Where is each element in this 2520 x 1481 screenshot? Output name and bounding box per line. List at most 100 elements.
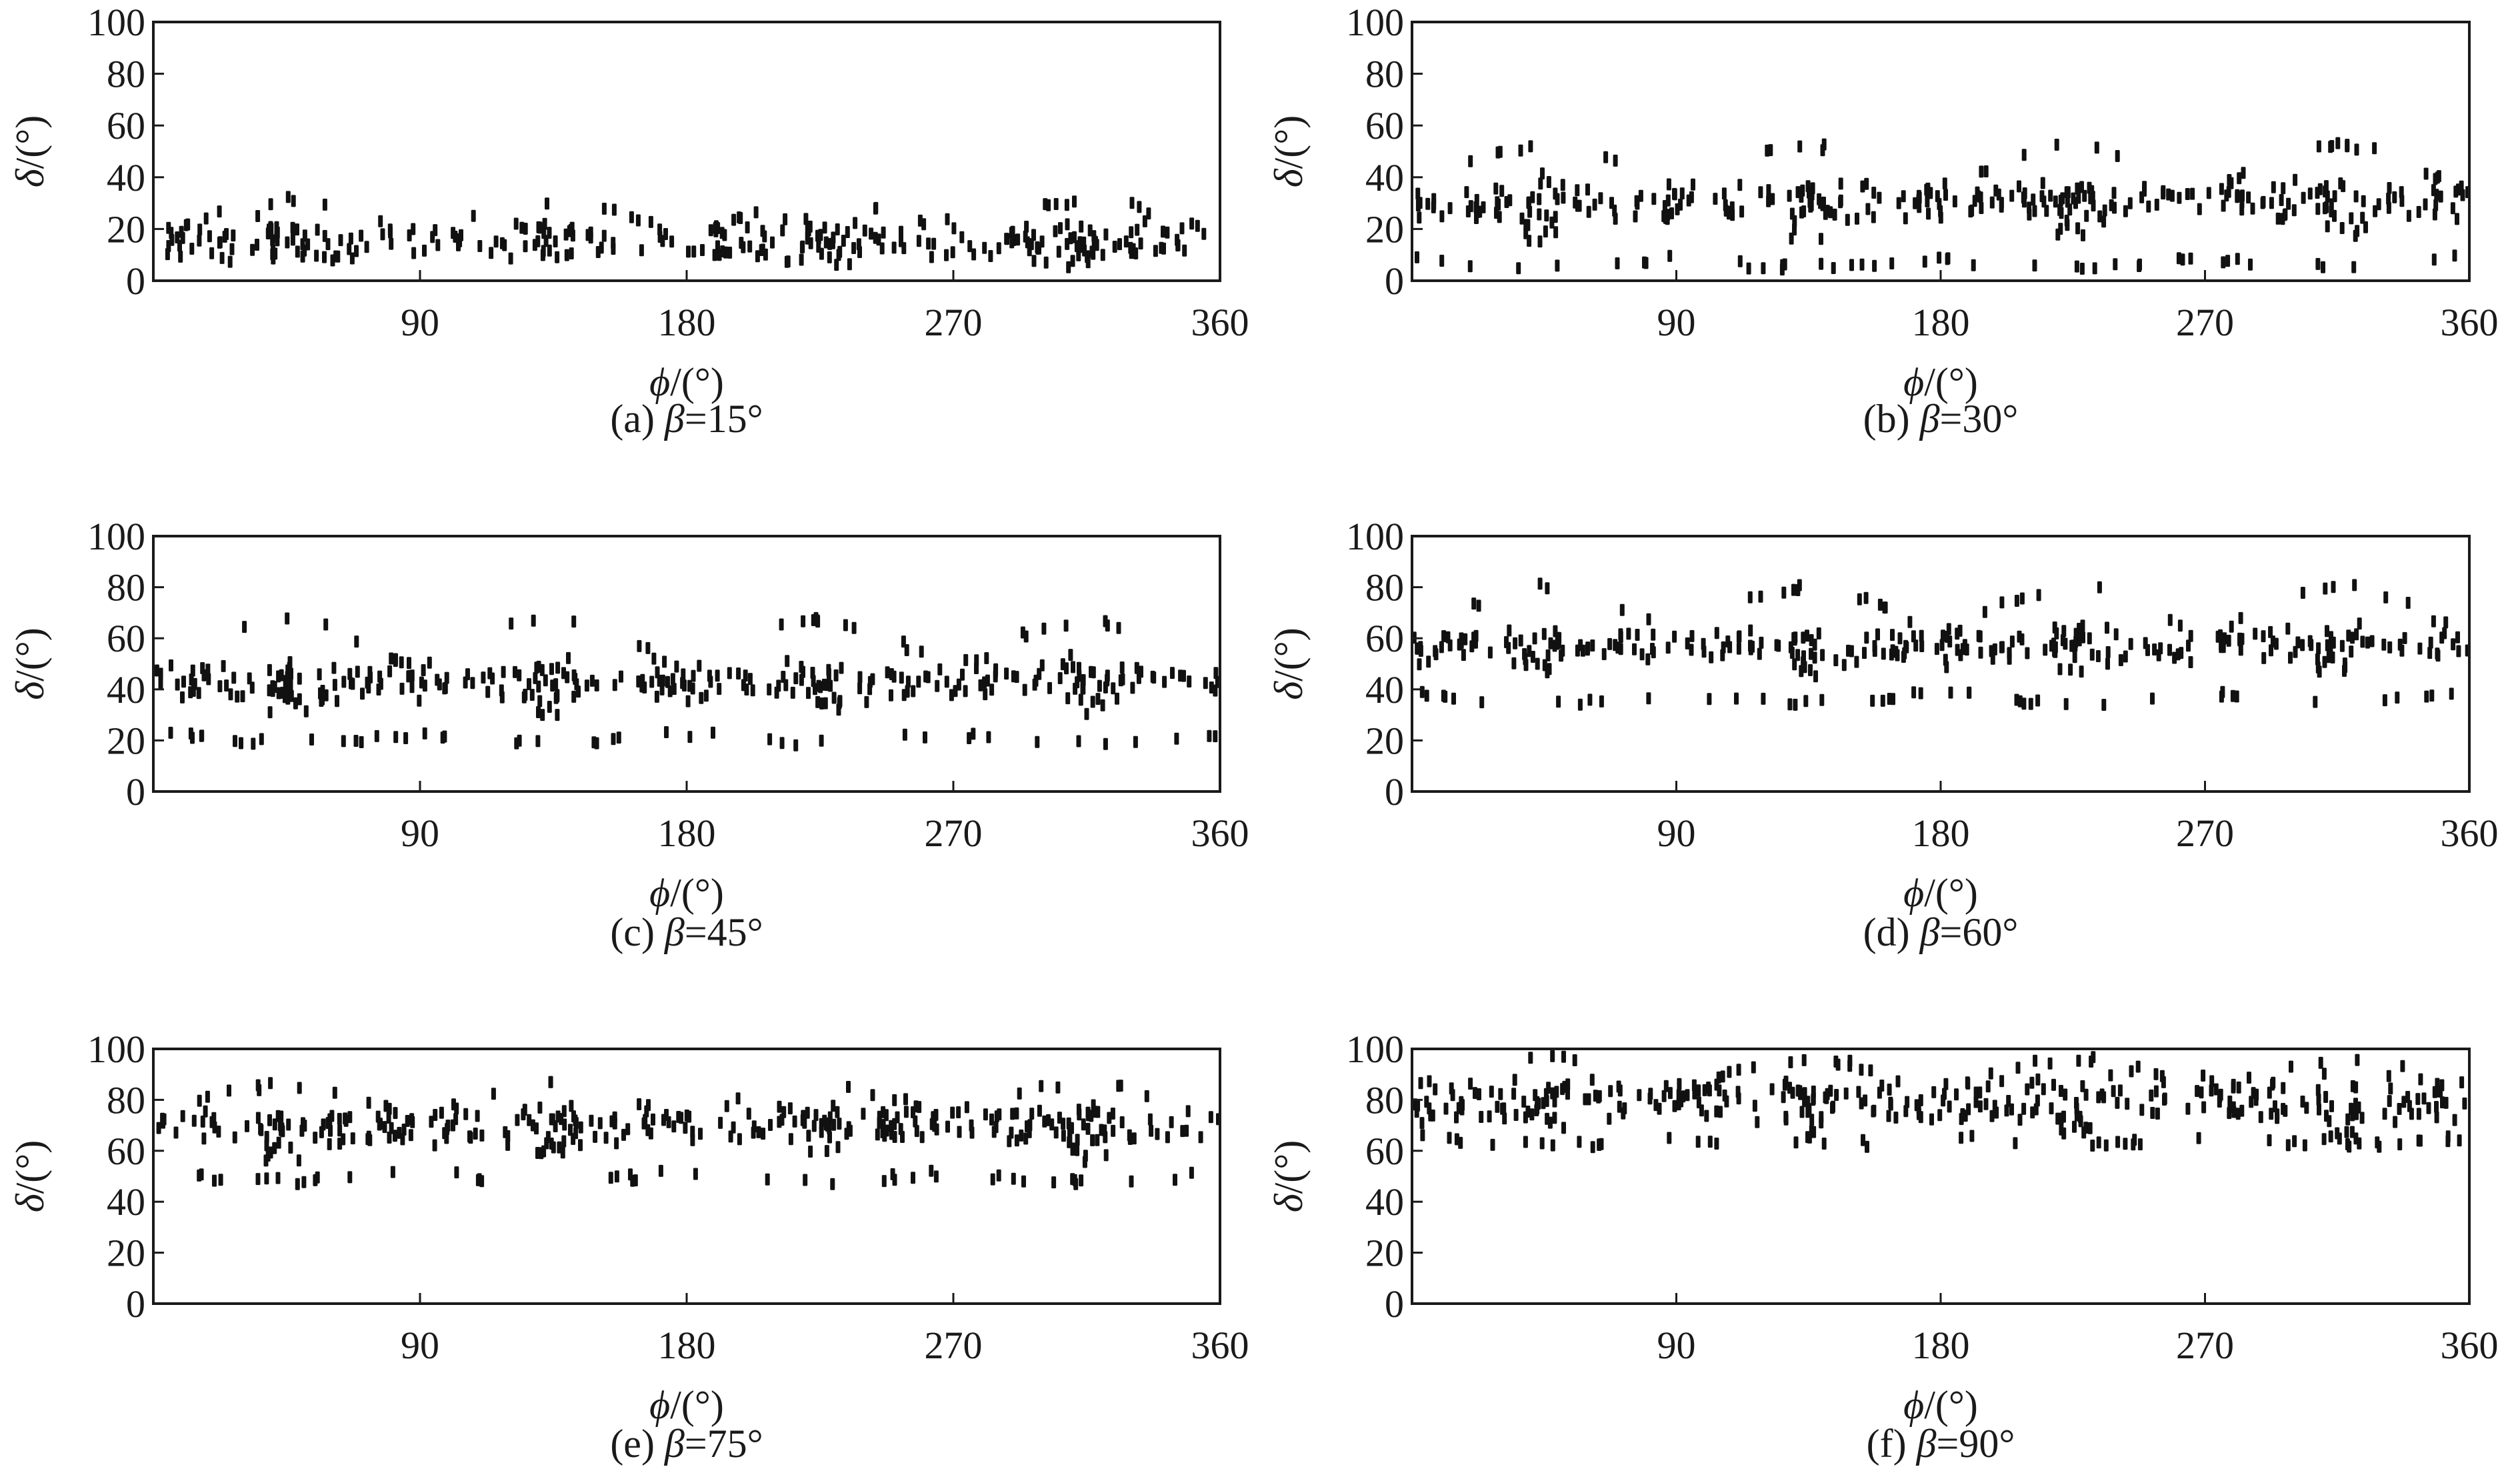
point-d-357 [2339, 639, 2345, 652]
point-f-289 [1751, 1061, 1756, 1074]
point-b-359 [2059, 207, 2064, 219]
point-b-18 [2235, 189, 2240, 201]
y-tick-label-a-0: 0 [126, 259, 145, 303]
point-c-358 [799, 661, 804, 673]
point-e-67 [945, 1120, 950, 1133]
point-e-380 [1103, 1131, 1108, 1144]
point-b-55 [2399, 195, 2405, 207]
y-axis-label-a: δ/(°) [8, 115, 52, 188]
point-f-236 [1456, 1102, 1461, 1114]
point-c-181 [774, 686, 779, 699]
point-f-357 [1561, 1122, 1566, 1134]
point-f-61 [1769, 1083, 1775, 1096]
y-axis-label-f: δ/(°) [1267, 1140, 1311, 1213]
point-b-217 [1651, 193, 1657, 205]
point-b-27 [1926, 207, 1931, 220]
point-a-299 [805, 232, 810, 245]
point-e-266 [1017, 1087, 1022, 1100]
point-e-97 [861, 1108, 866, 1120]
point-e-154 [180, 1110, 185, 1122]
point-c-313 [1207, 729, 1212, 742]
point-c-138 [949, 689, 954, 701]
point-b-38 [1770, 193, 1775, 205]
point-d-151 [2269, 644, 2273, 657]
point-a-1 [1058, 222, 1063, 235]
point-a-308 [1072, 231, 1077, 243]
point-b-202 [2250, 202, 2255, 215]
point-c-134 [1065, 692, 1071, 705]
point-d-93 [1507, 624, 1512, 637]
point-b-214 [2376, 198, 2381, 211]
plot-frame-b [1411, 21, 2471, 282]
point-e-215 [1165, 1131, 1170, 1144]
point-b-373 [2353, 229, 2358, 242]
point-d-313 [2449, 687, 2454, 700]
point-e-81 [1184, 1124, 1189, 1137]
point-d-68 [2293, 645, 2298, 658]
point-f-231 [2139, 1104, 2145, 1116]
point-b-24 [1447, 202, 1453, 215]
point-a-116 [380, 228, 385, 241]
point-f-303 [2397, 1138, 2403, 1151]
point-a-216 [712, 249, 717, 261]
point-f-213 [1992, 1100, 1997, 1112]
point-b-181 [1613, 213, 1618, 225]
point-c-206 [905, 685, 910, 697]
point-f-230 [2388, 1082, 2393, 1095]
point-b-230 [1577, 199, 1582, 212]
point-f-78 [2209, 1075, 2215, 1088]
point-d-26 [2285, 622, 2291, 635]
point-e-127 [473, 1128, 478, 1140]
point-e-10 [621, 1128, 626, 1141]
point-a-19 [359, 229, 364, 242]
point-f-144 [1954, 1088, 1959, 1101]
point-e-240 [903, 1093, 908, 1106]
point-c-125 [158, 667, 163, 680]
point-d-263 [2097, 581, 2102, 593]
point-b-133 [2197, 203, 2202, 215]
point-c-294 [687, 731, 693, 744]
point-a-209 [845, 226, 850, 238]
point-c-238 [741, 679, 746, 691]
point-d-361 [2326, 651, 2331, 663]
point-d-276 [2101, 699, 2107, 711]
point-e-210 [811, 1120, 817, 1132]
point-d-204 [2123, 650, 2128, 663]
point-b-102 [1474, 212, 1479, 224]
point-f-99 [2041, 1083, 2046, 1096]
point-b-20 [2386, 201, 2391, 214]
point-e-346 [557, 1141, 562, 1154]
point-b-31 [2293, 173, 2298, 186]
point-b-358 [2081, 229, 2085, 241]
point-e-309 [275, 1172, 281, 1184]
point-b-185 [1474, 193, 1479, 206]
point-d-124 [2118, 654, 2123, 666]
point-a-157 [217, 236, 222, 249]
point-b-131 [1666, 178, 1671, 191]
point-a-62 [691, 245, 697, 258]
point-e-129 [671, 1120, 677, 1133]
point-c-167 [750, 684, 755, 697]
point-f-223 [2283, 1104, 2288, 1117]
point-e-219 [445, 1123, 450, 1136]
point-e-344 [555, 1110, 561, 1123]
point-d-138 [1506, 641, 1511, 654]
point-b-365 [2082, 189, 2087, 202]
point-d-239 [1545, 582, 1550, 595]
point-c-121 [444, 671, 449, 684]
point-a-197 [229, 243, 235, 255]
point-e-367 [1070, 1144, 1075, 1156]
point-b-139 [1686, 194, 1691, 207]
point-f-318 [1454, 1133, 1459, 1146]
point-e-205 [1131, 1132, 1137, 1145]
point-c-280 [1213, 730, 1218, 743]
point-a-203 [333, 250, 339, 263]
point-d-39 [1890, 629, 1895, 641]
point-f-392 [2353, 1098, 2358, 1110]
point-d-325 [1555, 631, 1560, 644]
point-e-117 [537, 1102, 543, 1114]
point-f-176 [1699, 1104, 1704, 1117]
point-f-339 [1590, 1141, 1595, 1154]
point-f-314 [1667, 1132, 1672, 1144]
